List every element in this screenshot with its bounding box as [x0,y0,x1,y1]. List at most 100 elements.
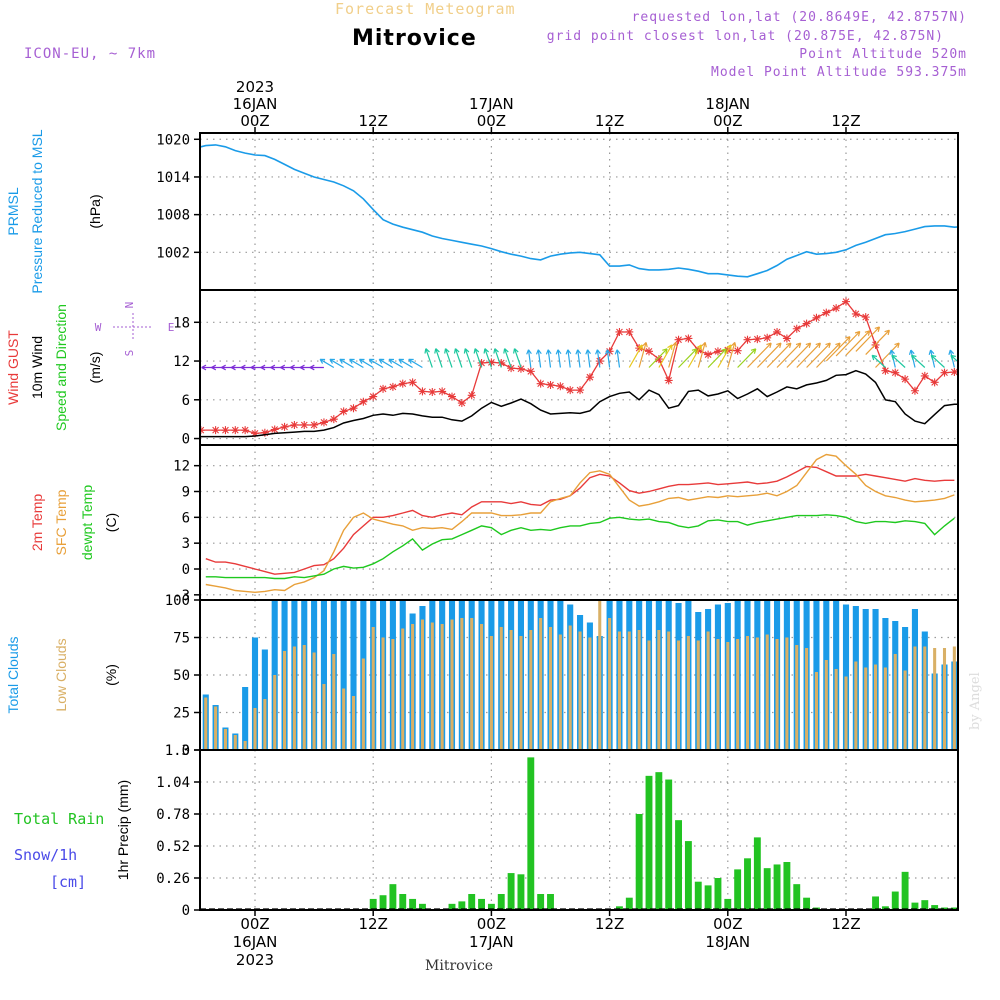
rain-bar [714,878,722,910]
bottom-time-label: 2023 [236,951,274,969]
low-cloud-bar [283,651,287,750]
rain-bar [753,837,761,910]
low-cloud-bar [391,639,395,750]
gust-marker [832,304,841,313]
low-cloud-bar [489,636,493,750]
gust-marker [507,364,516,373]
rain-bar [655,772,663,910]
temperature-ylabel: SFC Temp [53,489,69,555]
point-altitude: Point Altitude 520m [799,47,967,62]
wind-direction-arrow [891,354,906,368]
wind-direction-arrow [453,348,463,368]
rain-bar [537,894,545,910]
wind-ylabel: Wind GUST [5,330,21,405]
low-cloud-bar [440,624,444,750]
pressure-data [200,144,958,278]
compass-cross [113,313,153,341]
gust-marker [733,346,742,355]
clouds-ytick-label: 100 [165,593,190,609]
gust-marker [950,368,958,377]
low-cloud-bar [322,684,326,750]
precip-frame [199,749,959,911]
gust-marker [398,379,407,388]
top-time-label: 2023 [236,78,274,96]
wind-direction-arrow [816,342,841,368]
pressure-ytick-label: 1014 [156,170,190,186]
gust-marker [526,367,535,376]
gust-marker [270,425,279,434]
pressure-ylabel: (hPa) [87,194,103,228]
bottom-time-label: 12Z [359,915,388,933]
low-cloud-bar [785,637,789,750]
gust-marker [654,355,663,364]
gust-marker [576,386,585,395]
wind-direction-arrow [806,342,831,368]
gust-marker [300,420,309,429]
gust-marker [280,422,289,431]
gust-marker [595,357,604,366]
rain-bar [931,905,939,910]
rain-bar [409,898,417,910]
rain-bar [635,814,643,910]
gust-marker [940,368,949,377]
low-cloud-bar [420,619,424,750]
low-cloud-bar [460,618,464,750]
wind-direction-arrow [388,358,404,369]
gust-marker [546,380,555,389]
wind-direction-arrow [717,344,732,368]
low-cloud-bar [519,636,523,750]
low-cloud-bar [470,618,474,750]
pressure-ylabel: Pressure Reduced to MSL [29,129,45,293]
model-name: ICON-EU, ~ 7km [24,46,157,62]
clouds-panel: 0 25 50 75 100 Total Clouds Low Clouds (%) [0,593,959,759]
pressure-ytick-label: 1020 [156,132,190,148]
temperature-panel: -3 0 3 6 9 12 2m Temp SFC Temp dewpt Temp (C) [29,444,959,604]
gust-marker [310,420,319,429]
wind-direction-arrow [493,348,502,368]
rain-bar [911,902,919,910]
low-cloud-bar [657,630,661,750]
precip-panel: 0 0.26 0.52 0.78 1.04 1.3 1hr Precip (mm) Total… [14,743,959,919]
rain-bar [625,897,633,910]
wind-direction-arrow [727,341,737,368]
low-cloud-bar [883,667,887,750]
low-cloud-bar [292,646,296,750]
temp-2m-line [205,465,955,575]
rain-bar [547,894,554,910]
low-cloud-bar [677,640,681,750]
low-cloud-bar [864,667,868,750]
low-cloud-bar [874,664,878,750]
wind-direction-arrow [766,342,792,368]
wind-direction-arrow [930,354,945,368]
wind-direction-arrow [604,349,611,368]
low-cloud-bar [509,630,513,750]
rain-bar [517,874,525,910]
wind-ylabel: (m/s) [87,352,103,384]
rain-bar [389,884,397,910]
station-name: Mitrovice [352,26,477,51]
gust-marker [497,358,506,367]
low-cloud-bar [0,659,3,751]
gust-marker [664,376,673,385]
wind-direction-arrow [358,358,374,369]
rain-bar [734,869,742,910]
precip-ytick-label: 1.3 [165,743,190,759]
wind-direction-arrow [319,358,335,369]
low-cloud-bar [204,697,208,750]
wind-direction-arrow [845,330,871,356]
rain-bar [744,858,751,910]
temperature-ylabel: dewpt Temp [79,485,95,560]
low-cloud-bar [0,662,3,751]
wind-direction-arrow [638,341,648,368]
top-time-label: 17JAN [469,95,514,113]
gust-marker [802,319,811,328]
gust-marker [241,426,250,435]
gust-marker [881,366,890,375]
requested-location: requested lon,lat (20.8649E, 42.8757N) [631,10,967,25]
gust-marker [782,334,791,343]
low-cloud-bar [765,634,769,750]
temperature-frame [199,444,959,601]
low-cloud-bar [903,670,907,750]
low-cloud-bar [312,652,316,750]
low-cloud-bar [548,627,553,750]
